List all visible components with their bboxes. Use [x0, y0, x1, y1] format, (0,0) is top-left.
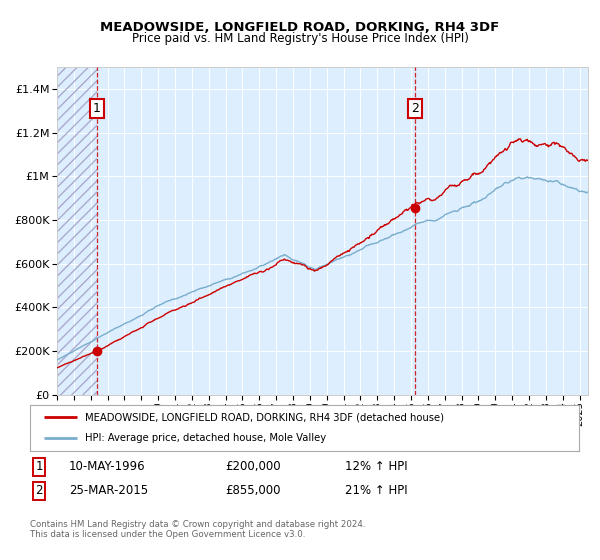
Text: 25-MAR-2015: 25-MAR-2015	[69, 484, 148, 497]
Text: £200,000: £200,000	[225, 460, 281, 473]
Text: MEADOWSIDE, LONGFIELD ROAD, DORKING, RH4 3DF: MEADOWSIDE, LONGFIELD ROAD, DORKING, RH4…	[100, 21, 500, 34]
Text: £855,000: £855,000	[225, 484, 281, 497]
Text: 21% ↑ HPI: 21% ↑ HPI	[345, 484, 407, 497]
Text: 2: 2	[411, 102, 419, 115]
Text: 2: 2	[35, 484, 43, 497]
Text: Contains HM Land Registry data © Crown copyright and database right 2024.
This d: Contains HM Land Registry data © Crown c…	[30, 520, 365, 539]
Text: Price paid vs. HM Land Registry's House Price Index (HPI): Price paid vs. HM Land Registry's House …	[131, 32, 469, 45]
Text: 1: 1	[35, 460, 43, 473]
Text: 10-MAY-1996: 10-MAY-1996	[69, 460, 146, 473]
Text: 1: 1	[93, 102, 101, 115]
Text: 12% ↑ HPI: 12% ↑ HPI	[345, 460, 407, 473]
Text: HPI: Average price, detached house, Mole Valley: HPI: Average price, detached house, Mole…	[85, 433, 326, 444]
Text: MEADOWSIDE, LONGFIELD ROAD, DORKING, RH4 3DF (detached house): MEADOWSIDE, LONGFIELD ROAD, DORKING, RH4…	[85, 412, 444, 422]
